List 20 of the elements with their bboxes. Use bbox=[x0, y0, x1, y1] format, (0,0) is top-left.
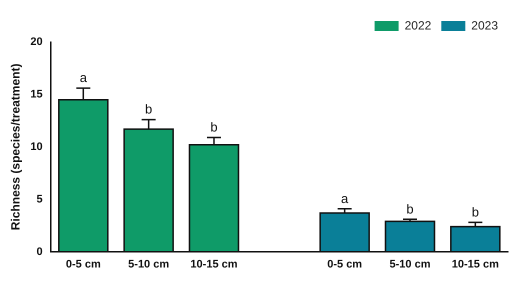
y-axis-title: Richness (species/treatment) bbox=[8, 64, 23, 230]
y-tick-label: 20 bbox=[30, 36, 43, 48]
data-label: a bbox=[80, 70, 88, 86]
x-tick-label: 5-10 cm bbox=[128, 258, 170, 270]
x-tick-label: 0-5 cm bbox=[66, 258, 101, 270]
y-tick-label: 0 bbox=[36, 246, 43, 258]
y-tick-label: 5 bbox=[36, 193, 43, 206]
data-label: b bbox=[406, 201, 414, 216]
legend-label: 2022 bbox=[404, 18, 432, 32]
x-tick-label: 0-5 cm bbox=[327, 258, 362, 270]
x-tick-label: 5-10 cm bbox=[390, 258, 431, 270]
x-tick-label: 10-15 cm bbox=[190, 258, 238, 270]
y-tick-label: 15 bbox=[30, 88, 43, 100]
data-label: b bbox=[210, 120, 218, 135]
data-label: b bbox=[472, 204, 479, 220]
legend-label: 2023 bbox=[471, 18, 498, 32]
data-label: a bbox=[341, 190, 350, 206]
y-tick-label: 10 bbox=[30, 140, 43, 153]
data-label: b bbox=[145, 102, 152, 117]
x-tick-label: 10-15 cm bbox=[452, 258, 500, 270]
